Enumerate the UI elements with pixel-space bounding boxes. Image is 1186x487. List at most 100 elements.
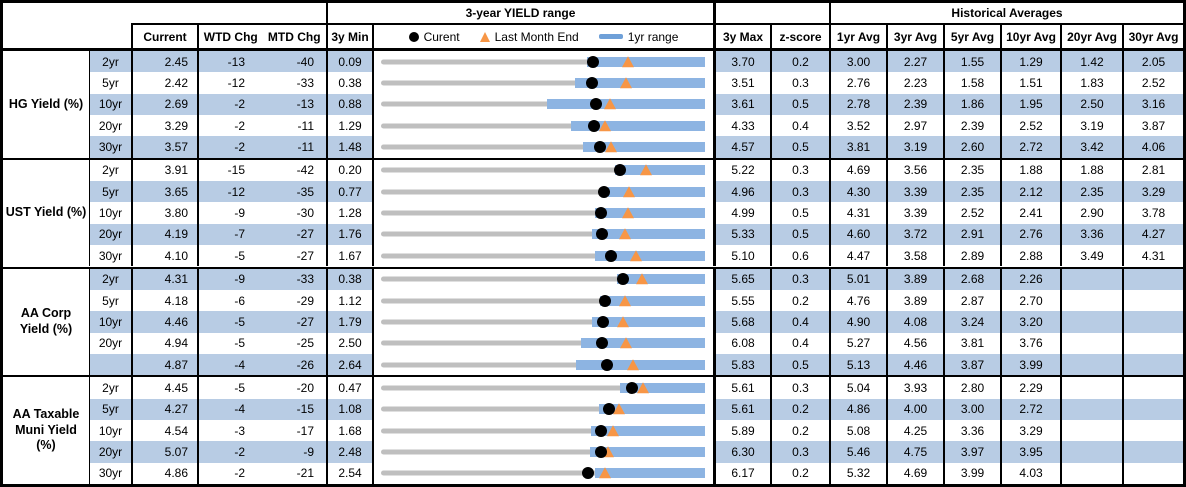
cell-10yr-avg: 2.26 bbox=[1000, 268, 1060, 290]
last-month-end-marker-icon bbox=[619, 337, 632, 349]
yield-range-chart bbox=[372, 245, 713, 267]
tenor-label: 30yr bbox=[89, 245, 131, 267]
yield-range-chart bbox=[372, 441, 713, 463]
cell-3y-max: 3.70 bbox=[713, 51, 770, 73]
range-plot bbox=[381, 269, 705, 290]
cell-1yr-avg: 4.30 bbox=[829, 181, 886, 203]
yield-range-chart bbox=[372, 419, 713, 442]
cell-1yr-avg: 3.81 bbox=[829, 136, 886, 158]
cell-3y-max: 5.55 bbox=[713, 289, 770, 312]
cell-5yr-avg: 3.24 bbox=[943, 311, 1000, 333]
last-month-end-marker-icon bbox=[636, 382, 649, 394]
cell-20yr-avg bbox=[1060, 268, 1122, 290]
cell-1yr-avg: 5.04 bbox=[829, 377, 886, 399]
cell-3yr-avg: 4.08 bbox=[886, 311, 943, 333]
cell-5yr-avg: 2.68 bbox=[943, 268, 1000, 290]
1yr-range-bar bbox=[595, 468, 705, 479]
cell-3y-max: 5.68 bbox=[713, 311, 770, 333]
cell-30yr-avg bbox=[1122, 268, 1183, 290]
cell-3y-min: 1.76 bbox=[326, 223, 372, 246]
current-marker-icon bbox=[597, 185, 610, 198]
cell-5yr-avg: 3.87 bbox=[943, 353, 1000, 376]
cell-10yr-avg: 3.95 bbox=[1000, 441, 1060, 463]
cell-3y-min: 1.12 bbox=[326, 289, 372, 312]
cell-20yr-avg: 1.42 bbox=[1060, 51, 1122, 73]
cell-1yr-avg: 4.90 bbox=[829, 311, 886, 333]
cell-1yr-avg: 3.52 bbox=[829, 115, 886, 137]
cell-20yr-avg: 3.42 bbox=[1060, 136, 1122, 158]
cell-5yr-avg: 2.35 bbox=[943, 181, 1000, 203]
header-spacer bbox=[3, 3, 131, 25]
cell-mtd-chg: -33 bbox=[296, 76, 314, 91]
tenor-label: 5yr bbox=[89, 398, 131, 420]
group-label: AA Taxable Muni Yield (%) bbox=[12, 407, 80, 453]
cell-3y-min: 0.38 bbox=[326, 72, 372, 94]
column-header-row: Current WTD Chg MTD Chg 3y Min Curent La… bbox=[3, 25, 1183, 51]
cell-z-score: 0.6 bbox=[770, 245, 829, 267]
cell-mtd-chg: -25 bbox=[296, 336, 314, 351]
cell-30yr-avg: 3.78 bbox=[1122, 202, 1183, 224]
cell-3y-max: 4.99 bbox=[713, 202, 770, 224]
cell-10yr-avg: 2.52 bbox=[1000, 115, 1060, 137]
cell-1yr-avg: 4.76 bbox=[829, 289, 886, 312]
cell-mtd-chg: -42 bbox=[296, 163, 314, 178]
current-dot-icon bbox=[408, 31, 419, 42]
1yr-range-bar bbox=[607, 186, 705, 197]
1yr-range-bar bbox=[547, 99, 705, 110]
cell-1yr-avg: 5.13 bbox=[829, 353, 886, 376]
yield-range-chart bbox=[372, 181, 713, 203]
cell-30yr-avg bbox=[1122, 311, 1183, 333]
col-header-mtd-chg: MTD Chg bbox=[267, 29, 321, 44]
current-marker-icon bbox=[586, 55, 599, 68]
cell-1yr-avg: 3.00 bbox=[829, 51, 886, 73]
cell-wtd-chg: -6 bbox=[197, 289, 261, 312]
3y-range-track bbox=[381, 340, 703, 346]
cell-wtd-chg: -5 bbox=[197, 332, 261, 354]
col-header-wtd-chg: WTD Chg bbox=[203, 29, 258, 44]
3y-range-track bbox=[381, 276, 703, 282]
3y-range-track bbox=[381, 59, 703, 65]
table-row: 5yr 3.65 -12 -35 0.77 4.96 0.3 4.30 3.39… bbox=[89, 181, 1183, 203]
current-marker-icon bbox=[597, 315, 610, 328]
table-row: 30yr 3.57 -2 -11 1.48 4.57 0.5 3.81 3.19… bbox=[89, 136, 1183, 158]
cell-3y-min: 1.67 bbox=[326, 245, 372, 267]
cell-z-score: 0.5 bbox=[770, 353, 829, 376]
cell-wtd-chg: -2 bbox=[197, 93, 261, 116]
3y-range-track bbox=[381, 144, 703, 150]
last-month-triangle-icon bbox=[479, 31, 490, 42]
cell-current: 4.45 bbox=[131, 377, 197, 399]
cell-3y-min: 1.29 bbox=[326, 115, 372, 137]
cell-3yr-avg: 3.58 bbox=[886, 245, 943, 267]
cell-30yr-avg bbox=[1122, 332, 1183, 354]
yield-range-chart bbox=[372, 51, 713, 73]
yield-range-chart bbox=[372, 332, 713, 354]
cell-1yr-avg: 4.69 bbox=[829, 159, 886, 182]
table-row: 10yr 3.80 -9 -30 1.28 4.99 0.5 4.31 3.39… bbox=[89, 202, 1183, 224]
cell-30yr-avg: 4.06 bbox=[1122, 136, 1183, 158]
cell-5yr-avg: 1.86 bbox=[943, 93, 1000, 116]
cell-5yr-avg: 1.58 bbox=[943, 72, 1000, 94]
cell-z-score: 0.3 bbox=[770, 268, 829, 290]
cell-30yr-avg: 2.05 bbox=[1122, 51, 1183, 73]
range-plot bbox=[381, 181, 705, 202]
cell-z-score: 0.5 bbox=[770, 223, 829, 246]
current-marker-icon bbox=[625, 381, 638, 394]
cell-wtd-chg: -12 bbox=[197, 181, 261, 203]
cell-5yr-avg: 2.52 bbox=[943, 202, 1000, 224]
table-row: 5yr 2.42 -12 -33 0.38 3.51 0.3 2.76 2.23… bbox=[89, 72, 1183, 94]
cell-10yr-avg: 2.72 bbox=[1000, 398, 1060, 420]
cell-3y-max: 3.61 bbox=[713, 93, 770, 116]
cell-mtd-chg: -33 bbox=[261, 268, 326, 290]
range-plot bbox=[381, 94, 705, 115]
cell-10yr-avg: 1.29 bbox=[1000, 51, 1060, 73]
cell-30yr-avg: 3.29 bbox=[1122, 181, 1183, 203]
cell-30yr-avg: 4.27 bbox=[1122, 223, 1183, 246]
col-header-wtd-mtd: WTD Chg MTD Chg bbox=[197, 25, 326, 48]
cell-20yr-avg: 3.36 bbox=[1060, 223, 1122, 246]
current-marker-icon bbox=[598, 294, 611, 307]
last-month-end-marker-icon bbox=[599, 119, 612, 131]
cell-z-score: 0.3 bbox=[770, 377, 829, 399]
3y-range-track bbox=[381, 406, 703, 412]
header-spacer bbox=[713, 3, 829, 25]
